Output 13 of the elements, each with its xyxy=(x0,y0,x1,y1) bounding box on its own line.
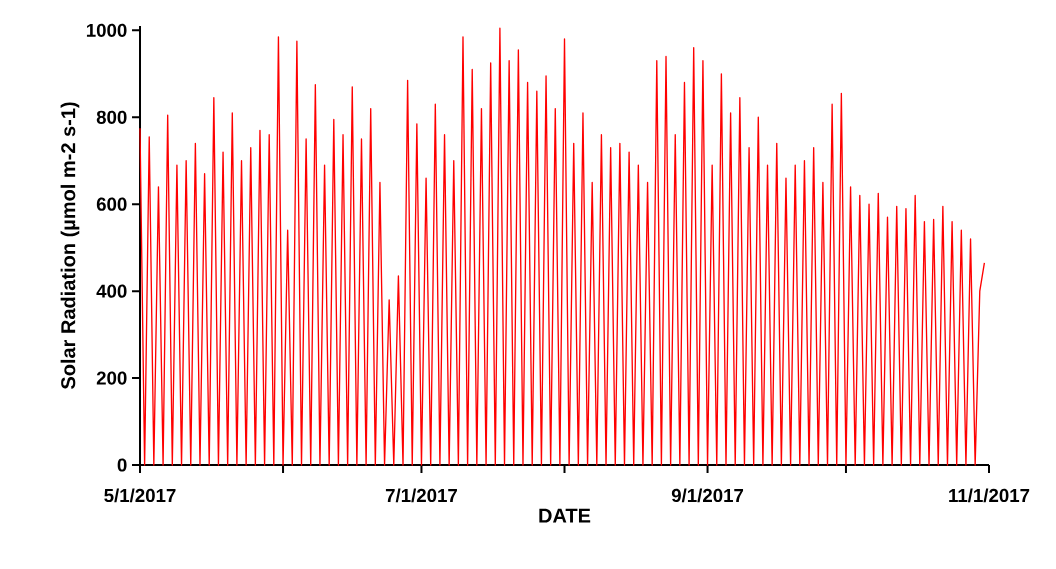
y-axis-title: Solar Radiation (µmol m-2 s-1) xyxy=(60,102,80,390)
line-series xyxy=(139,27,986,466)
y-tick-label: 400 xyxy=(96,284,127,298)
x-tick-label: 11/1/2017 xyxy=(949,488,1030,503)
y-tick-label: 800 xyxy=(96,110,127,124)
y-tick-label: 1000 xyxy=(86,23,127,37)
x-axis-title: DATE xyxy=(539,508,591,523)
x-tick-label: 7/1/2017 xyxy=(385,488,457,503)
x-tick-label: 9/1/2017 xyxy=(671,488,744,503)
x-tick-label: 5/1/2017 xyxy=(104,488,176,503)
y-tick-label: 0 xyxy=(117,458,127,472)
y-tick-label: 600 xyxy=(96,197,127,211)
y-tick-label: 200 xyxy=(96,371,127,385)
